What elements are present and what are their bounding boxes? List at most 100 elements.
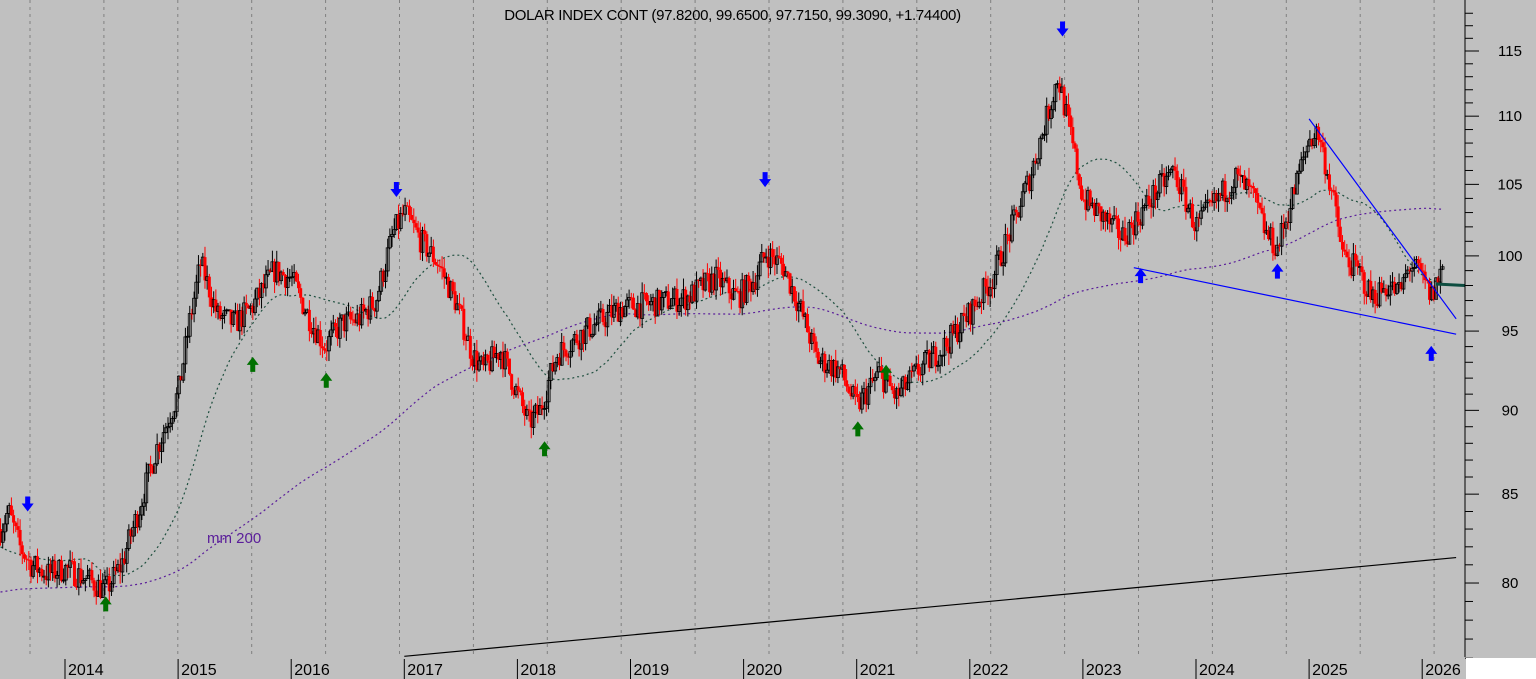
y-tick-label: 100 bbox=[1497, 248, 1522, 265]
candle-body bbox=[590, 333, 595, 338]
arrow-up-icon bbox=[1134, 268, 1147, 284]
candle-body bbox=[297, 281, 301, 289]
candle-body bbox=[1258, 202, 1262, 208]
candle-body bbox=[988, 286, 993, 297]
candle-body bbox=[203, 257, 207, 281]
candle-body bbox=[1341, 241, 1345, 250]
candle-body bbox=[155, 444, 160, 465]
candle-body bbox=[592, 324, 597, 335]
candle-body bbox=[362, 304, 366, 312]
candle-body bbox=[387, 236, 392, 249]
x-tick-label: 2019 bbox=[634, 662, 670, 679]
candle-body bbox=[949, 324, 953, 354]
candle-body bbox=[1116, 218, 1120, 239]
candle-body bbox=[436, 264, 440, 267]
candle-body bbox=[83, 578, 88, 581]
candle-body bbox=[705, 273, 709, 275]
candle-body bbox=[875, 371, 879, 379]
candle-body bbox=[658, 290, 662, 310]
candle-body bbox=[596, 310, 601, 324]
candle-body bbox=[964, 316, 968, 322]
chart-title: DOLAR INDEX CONT (97.8200, 99.6500, 97.7… bbox=[504, 7, 961, 24]
candle-body bbox=[1044, 105, 1049, 135]
candle-body bbox=[999, 250, 1003, 266]
candle-body bbox=[9, 505, 13, 516]
candle-body bbox=[768, 248, 773, 268]
candle-body bbox=[1343, 249, 1347, 252]
candle-body bbox=[1069, 115, 1073, 128]
candle-body bbox=[385, 247, 390, 272]
candle-body bbox=[1210, 200, 1214, 203]
candle-body bbox=[407, 205, 411, 216]
candle-body bbox=[836, 366, 840, 379]
candle-body bbox=[259, 283, 264, 299]
arrow-up-icon bbox=[246, 356, 259, 372]
candle-body bbox=[1108, 213, 1112, 225]
trendline-level bbox=[1435, 282, 1465, 288]
candle-body bbox=[427, 252, 431, 257]
candle-body bbox=[383, 270, 388, 282]
candle-body bbox=[151, 465, 155, 474]
candle-body bbox=[124, 548, 129, 564]
candle-body bbox=[1088, 190, 1092, 206]
candle-body bbox=[899, 387, 903, 396]
candle-body bbox=[1384, 288, 1388, 296]
y-tick-label: 95 bbox=[1502, 323, 1519, 340]
candle-body bbox=[594, 322, 599, 326]
candle-body bbox=[1440, 266, 1445, 270]
candle-body bbox=[1282, 223, 1286, 229]
candle-body bbox=[1093, 203, 1097, 216]
candle-body bbox=[1157, 174, 1162, 194]
candle-body bbox=[323, 348, 327, 351]
candle-body bbox=[1323, 147, 1327, 175]
candle-body bbox=[907, 370, 912, 384]
candle-body bbox=[303, 312, 307, 315]
x-tick-label: 2023 bbox=[1086, 662, 1122, 679]
candle-body bbox=[934, 346, 938, 367]
candle-body bbox=[294, 272, 298, 282]
candle-body bbox=[716, 267, 720, 270]
candle-body bbox=[692, 285, 696, 302]
candle-body bbox=[1001, 262, 1006, 267]
candle-body bbox=[20, 545, 24, 555]
candle-body bbox=[986, 286, 990, 296]
candle-body bbox=[1138, 221, 1142, 226]
candle-body bbox=[562, 342, 566, 351]
candle-body bbox=[1147, 195, 1151, 205]
candle-body bbox=[114, 567, 118, 571]
x-tick-label: 2025 bbox=[1312, 662, 1348, 679]
candle-body bbox=[1262, 213, 1266, 234]
candle-body bbox=[1008, 234, 1012, 242]
candle-body bbox=[981, 278, 986, 304]
candle-body bbox=[653, 297, 657, 317]
candle-body bbox=[1277, 245, 1281, 247]
candle-body bbox=[677, 305, 682, 313]
x-tick-label: 2017 bbox=[407, 662, 443, 679]
candle-body bbox=[1251, 186, 1255, 189]
candle-body bbox=[883, 379, 888, 393]
candle-body bbox=[575, 334, 579, 344]
candle-body bbox=[1103, 212, 1107, 222]
candle-body bbox=[812, 333, 816, 342]
candle-body bbox=[927, 350, 931, 368]
candle-body bbox=[146, 463, 151, 474]
candle-body bbox=[481, 356, 485, 365]
candle-body bbox=[1175, 170, 1179, 188]
candle-body bbox=[779, 257, 783, 264]
candle-body bbox=[625, 299, 629, 307]
candle-body bbox=[194, 281, 199, 299]
candle-body bbox=[936, 364, 940, 367]
candle-body bbox=[1136, 211, 1140, 222]
candle-body bbox=[731, 287, 736, 300]
candle-body bbox=[1051, 101, 1056, 111]
candle-body bbox=[849, 392, 853, 397]
candle-body bbox=[905, 382, 910, 390]
corner-box bbox=[1466, 658, 1536, 679]
candle-body bbox=[1184, 186, 1188, 212]
candle-body bbox=[253, 298, 257, 314]
candle-body bbox=[668, 305, 673, 310]
candle-body bbox=[514, 385, 518, 396]
candle-body bbox=[1301, 156, 1306, 161]
candle-body bbox=[1208, 200, 1212, 202]
candle-body bbox=[1332, 190, 1336, 193]
